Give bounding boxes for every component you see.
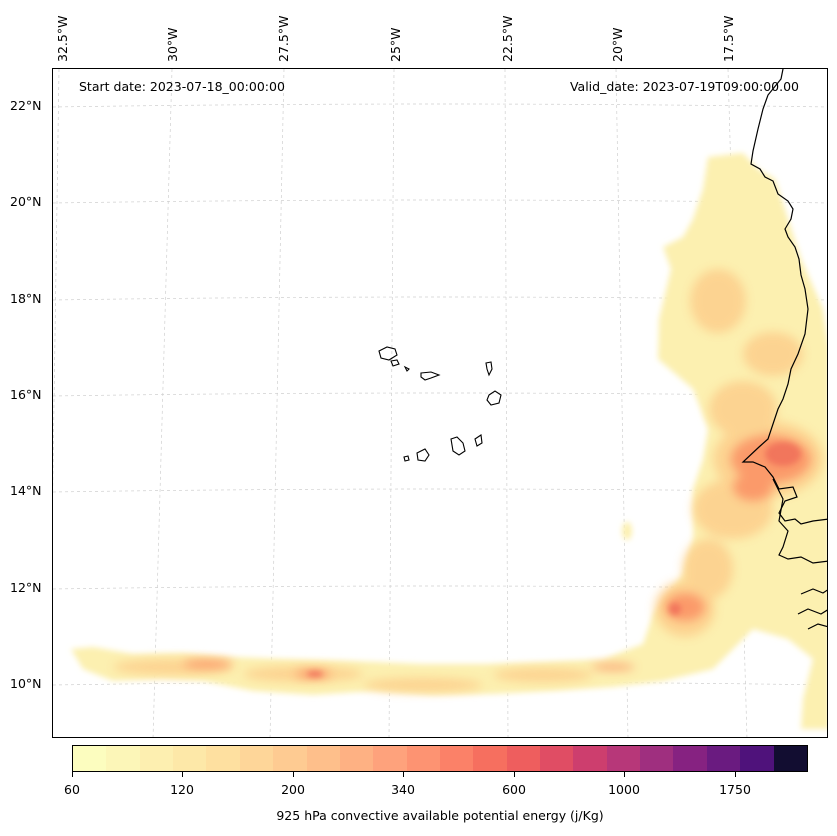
lat-label-16n: 16°N bbox=[10, 387, 42, 402]
lon-label-27-5w: 27.5°W bbox=[276, 15, 291, 62]
coastlines bbox=[741, 69, 827, 630]
lat-label-12n: 12°N bbox=[10, 580, 42, 595]
lon-label-17-5w: 17.5°W bbox=[721, 15, 736, 62]
colorbar-segment-2 bbox=[139, 746, 174, 771]
cape-verde-islands bbox=[378, 346, 502, 462]
colorbar-label-1000: 1000 bbox=[608, 782, 640, 797]
lat-label-18n: 18°N bbox=[10, 291, 42, 306]
colorbar-segment-21 bbox=[773, 746, 807, 771]
valid-date-label: Valid_date: 2023-07-19T09:00:00.00 bbox=[569, 79, 799, 94]
lat-label-10n: 10°N bbox=[10, 676, 42, 691]
colorbar-segment-7 bbox=[306, 746, 340, 771]
colorbar-segment-5 bbox=[239, 746, 274, 771]
lat-label-14n: 14°N bbox=[10, 483, 42, 498]
colorbar-tick-1750 bbox=[735, 772, 736, 777]
colorbar-tick-60 bbox=[72, 772, 73, 777]
colorbar-segment-17 bbox=[640, 746, 674, 771]
colorbar-segment-10 bbox=[406, 746, 440, 771]
colorbar-label-1750: 1750 bbox=[719, 782, 751, 797]
map-panel: Start date: 2023-07-18_00:00:00 Valid_da… bbox=[52, 68, 828, 738]
colorbar-segment-1 bbox=[106, 746, 140, 771]
colorbar-segment-6 bbox=[273, 746, 307, 771]
colorbar-segment-14 bbox=[540, 746, 574, 771]
colorbar-segment-0 bbox=[73, 746, 107, 771]
lon-label-25w: 25°W bbox=[388, 27, 403, 62]
colorbar-label-340: 340 bbox=[391, 782, 415, 797]
colorbar-segment-16 bbox=[606, 746, 641, 771]
colorbar-segment-13 bbox=[506, 746, 541, 771]
lat-label-20n: 20°N bbox=[10, 194, 42, 209]
colorbar-label-60: 60 bbox=[64, 782, 80, 797]
colorbar-tick-120 bbox=[182, 772, 183, 777]
colorbar-segment-8 bbox=[339, 746, 374, 771]
colorbar-segment-18 bbox=[673, 746, 707, 771]
colorbar bbox=[72, 745, 808, 772]
colorbar-tick-600 bbox=[514, 772, 515, 777]
colorbar-title: 925 hPa convective available potential e… bbox=[276, 808, 604, 823]
lon-label-20w: 20°W bbox=[610, 27, 625, 62]
colorbar-segment-4 bbox=[206, 746, 240, 771]
colorbar-segment-19 bbox=[706, 746, 741, 771]
lon-label-22-5w: 22.5°W bbox=[500, 15, 515, 62]
colorbar-label-600: 600 bbox=[502, 782, 526, 797]
colorbar-tick-340 bbox=[403, 772, 404, 777]
colorbar-tick-1000 bbox=[624, 772, 625, 777]
colorbar-label-120: 120 bbox=[170, 782, 194, 797]
lon-label-32-5w: 32.5°W bbox=[55, 15, 70, 62]
map-canvas bbox=[53, 69, 827, 737]
colorbar-segment-12 bbox=[473, 746, 507, 771]
colorbar-segment-20 bbox=[740, 746, 774, 771]
start-date-label: Start date: 2023-07-18_00:00:00 bbox=[79, 79, 285, 94]
colorbar-segment-11 bbox=[439, 746, 474, 771]
colorbar-segment-15 bbox=[573, 746, 607, 771]
colorbar-label-200: 200 bbox=[281, 782, 305, 797]
colorbar-segment-9 bbox=[373, 746, 407, 771]
colorbar-segment-3 bbox=[173, 746, 207, 771]
lon-label-30w: 30°W bbox=[165, 27, 180, 62]
colorbar-tick-200 bbox=[293, 772, 294, 777]
cape-field bbox=[71, 153, 827, 729]
lat-label-22n: 22°N bbox=[10, 98, 42, 113]
